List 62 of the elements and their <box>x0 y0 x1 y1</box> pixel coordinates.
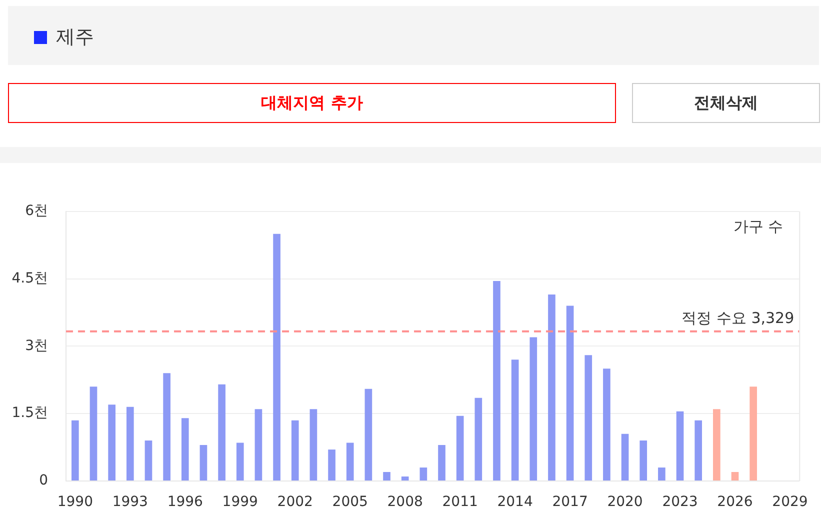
bar <box>364 388 372 480</box>
bar <box>511 360 519 480</box>
bar <box>200 445 208 480</box>
x-tick-label: 2005 <box>332 494 368 510</box>
bar <box>676 411 684 480</box>
bar <box>126 406 134 480</box>
bar <box>346 442 354 480</box>
bar <box>181 418 189 480</box>
y-tick-label: 4.5천 <box>12 270 48 286</box>
x-tick-label: 1996 <box>167 494 204 510</box>
bar <box>328 450 336 480</box>
y-tick-label: 3천 <box>25 338 48 354</box>
y-tick-label: 1.5천 <box>12 405 48 422</box>
x-tick-label: 2002 <box>277 494 313 510</box>
bar <box>291 420 299 480</box>
bar <box>310 409 318 480</box>
bar <box>566 306 574 480</box>
annotation: 가구 수 <box>733 217 784 236</box>
x-tick-label: 2014 <box>497 494 533 510</box>
bar <box>383 472 390 480</box>
bar <box>72 420 79 480</box>
x-tick-label: 2026 <box>717 494 753 510</box>
bar <box>474 398 482 480</box>
bar <box>603 368 610 480</box>
bar <box>401 476 409 480</box>
bar <box>750 386 757 480</box>
bar <box>108 404 116 480</box>
bar <box>218 384 226 480</box>
x-tick-label: 2023 <box>662 494 698 510</box>
delete-all-button: 전체삭제 <box>632 83 820 123</box>
x-tick-label: 2029 <box>772 494 808 510</box>
bar <box>658 468 666 480</box>
x-tick-label: 1999 <box>222 494 258 510</box>
bar <box>90 386 98 480</box>
bar <box>236 442 244 480</box>
add-region-button: 대체지역 추가 <box>8 83 616 123</box>
bar <box>273 234 280 480</box>
bar <box>548 294 556 480</box>
bar <box>584 355 592 480</box>
x-tick-label: 2008 <box>387 494 423 510</box>
x-tick-label: 1993 <box>112 494 148 510</box>
bar <box>163 373 170 480</box>
bar <box>530 337 538 480</box>
ref-line-label: 적정 수요 3,329 <box>682 308 794 327</box>
bar <box>254 409 262 480</box>
y-tick-label: 0 <box>39 472 48 489</box>
bar <box>493 281 500 480</box>
x-tick-label: 2020 <box>607 494 643 510</box>
bar <box>420 468 428 480</box>
x-tick-label: 2017 <box>552 494 588 510</box>
bar <box>456 416 464 480</box>
bar <box>144 440 152 480</box>
bar <box>640 440 648 480</box>
chart-title: 제주 <box>56 25 94 50</box>
bar <box>731 472 739 480</box>
y-tick-label: 6천 <box>25 203 48 220</box>
bar <box>621 434 629 480</box>
bar <box>694 420 702 480</box>
bar <box>438 445 446 480</box>
x-tick-label: 2011 <box>442 494 478 510</box>
x-tick-label: 1990 <box>57 494 93 510</box>
bar <box>713 409 720 480</box>
